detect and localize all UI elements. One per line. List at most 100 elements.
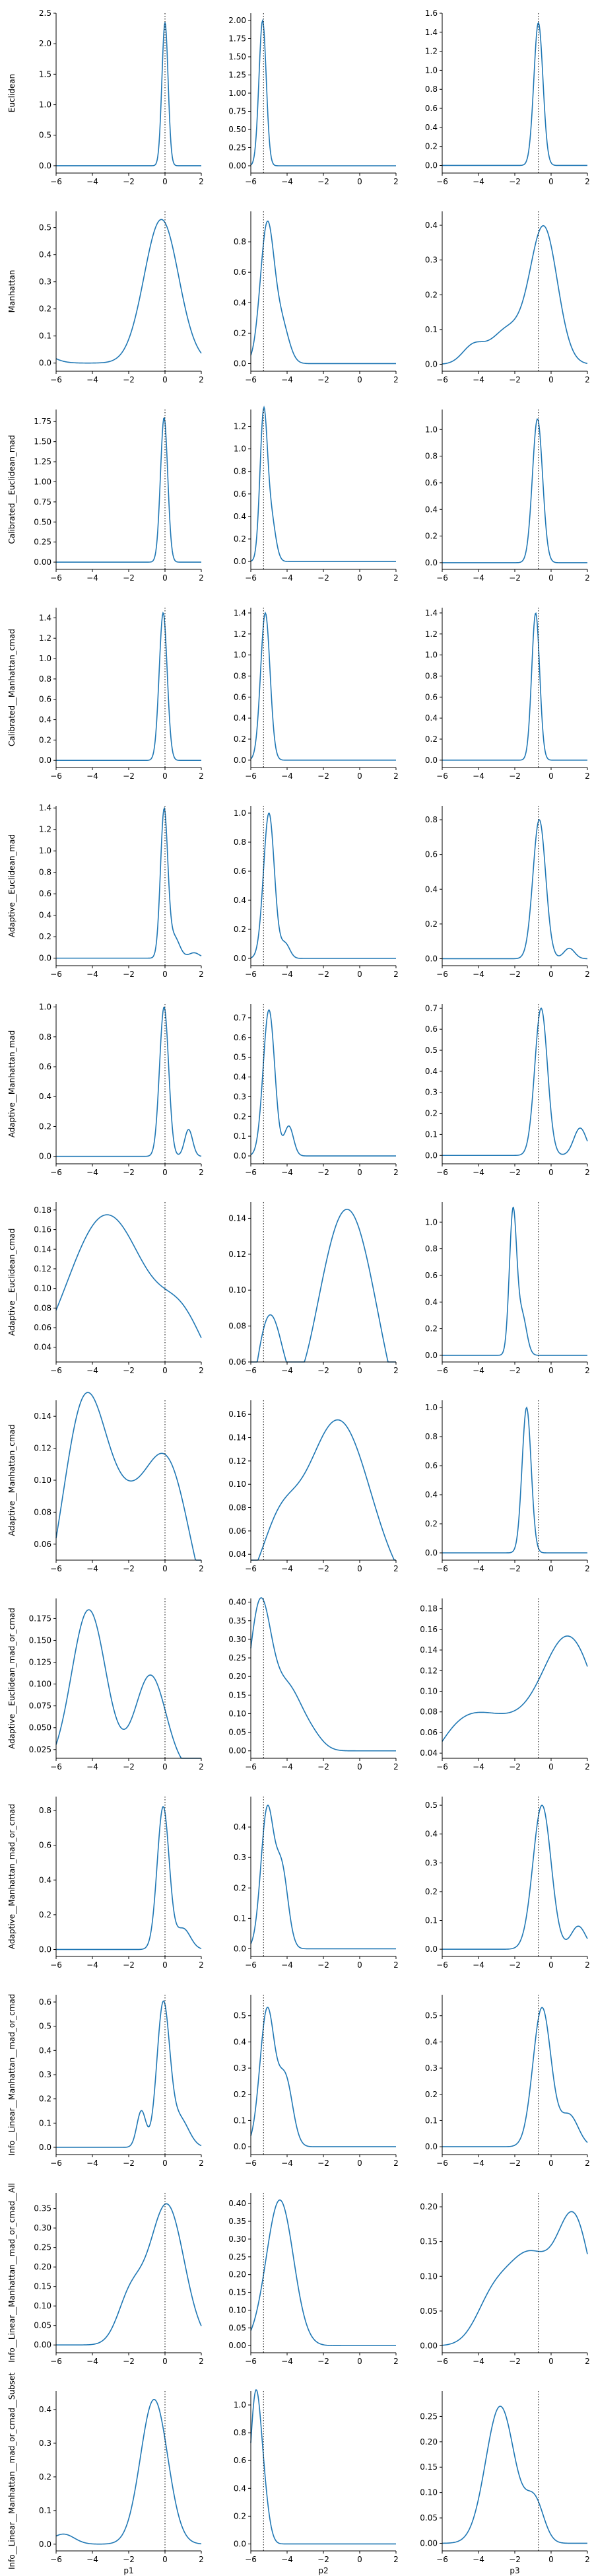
y-tick-label: 0.00 — [34, 2340, 51, 2349]
x-tick-label: −2 — [509, 1960, 521, 1970]
y-tick-label: 0.0 — [425, 1151, 438, 1160]
y-tick-label: 2.0 — [39, 39, 51, 48]
x-tick-label: −6 — [50, 2357, 62, 2366]
y-tick-label: 0.5 — [234, 1053, 246, 1062]
y-tick-label: 0.10 — [228, 1480, 246, 1489]
y-tick-label: 0.08 — [228, 1503, 246, 1513]
x-tick-label: −6 — [436, 1168, 448, 1177]
x-tick-label: −2 — [317, 1366, 329, 1375]
x-tick-label: −2 — [123, 2159, 135, 2168]
row-ylabel: Euclidean — [7, 74, 16, 112]
y-tick-label: 0.2 — [234, 1112, 246, 1121]
y-tick-label: 1.0 — [234, 651, 246, 660]
x-tick-label: −6 — [50, 970, 62, 979]
y-tick-label: 0.25 — [420, 2412, 438, 2421]
x-tick-label: −6 — [50, 1564, 62, 1573]
y-tick-label: 0.6 — [425, 478, 438, 487]
density-curve — [250, 405, 396, 562]
y-tick-label: 0.20 — [228, 2270, 246, 2279]
x-tick-label: −2 — [509, 1564, 521, 1573]
y-tick-label: 0.5 — [39, 223, 51, 233]
x-tick-label: −6 — [245, 771, 257, 781]
density-curve — [442, 1635, 588, 1742]
y-tick-label: 0.16 — [34, 1225, 51, 1234]
x-tick-label: 0 — [162, 1564, 168, 1573]
x-tick-label: −2 — [509, 177, 521, 186]
x-tick-label: −2 — [123, 375, 135, 384]
y-tick-label: 0.4 — [425, 1067, 438, 1076]
x-tick-label: 2 — [585, 573, 590, 583]
density-curve — [250, 612, 396, 761]
y-tick-label: 0.0 — [425, 1351, 438, 1360]
y-tick-label: 0.4 — [425, 713, 438, 723]
density-curve — [442, 2406, 587, 2544]
y-tick-label: 0.2 — [425, 734, 438, 744]
y-tick-label: 0.7 — [234, 1013, 246, 1022]
y-tick-label: 0.14 — [228, 1213, 246, 1223]
x-tick-label: 2 — [585, 1366, 590, 1375]
y-tick-label: 1.0 — [425, 651, 438, 660]
density-curve — [56, 417, 201, 563]
y-tick-label: 0.4 — [39, 250, 51, 260]
y-tick-label: 0.4 — [39, 715, 51, 725]
subplot: −6 −4 −2 0 2 0.0 0.1 0.2 0.3 0.4 0.5 — [425, 1797, 590, 1970]
y-tick-label: 0.2 — [234, 734, 246, 744]
x-tick-label: 2 — [393, 771, 399, 781]
y-tick-label: 0.0 — [39, 2143, 51, 2152]
y-tick-label: 0.00 — [420, 2341, 438, 2350]
y-tick-label: 0.3 — [39, 2070, 51, 2079]
y-tick-label: 0.6 — [39, 1997, 51, 2007]
x-tick-label: −4 — [281, 1564, 293, 1573]
density-curve — [442, 418, 587, 563]
subplot: −6 −4 −2 0 2 0.00 0.25 0.50 0.75 1.00 1.25 1.50 1.75… — [228, 13, 399, 186]
subplot: −6 −4 −2 0 2 0.0 0.1 0.2 0.3 0.4 — [39, 2391, 204, 2564]
x-tick-label: −4 — [281, 970, 293, 979]
y-tick-label: 0.0 — [425, 359, 438, 369]
y-tick-label: 0.7 — [425, 1003, 438, 1013]
x-tick-label: 0 — [548, 375, 554, 384]
y-tick-label: 0.2 — [425, 532, 438, 541]
row-ylabel: Adaptive__Manhattan_mad — [7, 1030, 16, 1137]
density-curve — [56, 611, 201, 762]
subplot: −6 −4 −2 0 2 0.0 0.2 0.4 0.6 0.8 1.0 — [425, 410, 590, 583]
x-tick-label: 2 — [199, 970, 204, 979]
x-tick-label: −6 — [436, 1762, 448, 1771]
x-tick-label: −4 — [473, 2555, 484, 2564]
y-tick-label: 0.8 — [425, 1244, 438, 1254]
y-tick-label: 1.00 — [34, 477, 51, 486]
x-tick-label: −6 — [436, 2357, 448, 2366]
y-tick-label: 0.6 — [425, 1271, 438, 1280]
y-tick-label: 0.4 — [234, 298, 246, 307]
y-tick-label: 0.4 — [234, 896, 246, 905]
subplot: −6 −4 −2 0 2 0.0 0.5 1.0 1.5 2.0 2.5 — [39, 9, 204, 186]
x-tick-label: −4 — [281, 1762, 293, 1771]
y-tick-label: 1.4 — [234, 608, 246, 618]
x-tick-label: 0 — [548, 1366, 554, 1375]
x-tick-label: −4 — [473, 375, 484, 384]
y-tick-label: 0.0 — [425, 954, 438, 963]
subplot: −6 −4 −2 0 2 0.00 0.05 0.10 0.15 0.20 0.25 0.30 0.35… — [228, 1597, 399, 1771]
y-tick-label: 0.4 — [425, 1490, 438, 1499]
y-tick-label: 0.2 — [234, 2090, 246, 2099]
y-tick-label: 0.20 — [228, 1672, 246, 1681]
y-tick-label: 0.5 — [39, 131, 51, 140]
y-tick-label: 0.0 — [39, 1152, 51, 1161]
y-tick-label: 0.1 — [39, 2118, 51, 2128]
x-tick-label: 2 — [585, 1168, 590, 1177]
x-tick-label: −6 — [245, 1366, 257, 1375]
y-tick-label: 0.5 — [425, 2011, 438, 2021]
y-tick-label: 0.35 — [228, 2217, 246, 2226]
y-tick-label: 0.2 — [234, 1883, 246, 1892]
y-tick-label: 1.50 — [228, 52, 246, 61]
y-tick-label: 0.0 — [39, 1945, 51, 1954]
y-tick-label: 0.0 — [39, 756, 51, 765]
y-tick-label: 0.35 — [34, 2204, 51, 2213]
y-tick-label: 0.4 — [425, 2037, 438, 2046]
x-tick-label: 2 — [199, 2357, 204, 2366]
y-tick-label: 1.5 — [39, 69, 51, 79]
x-tick-label: 2 — [199, 2159, 204, 2168]
x-tick-label: −4 — [86, 1960, 98, 1970]
y-tick-label: 0.25 — [228, 1653, 246, 1663]
y-tick-label: 1.25 — [228, 71, 246, 80]
y-tick-label: 1.6 — [425, 9, 438, 18]
